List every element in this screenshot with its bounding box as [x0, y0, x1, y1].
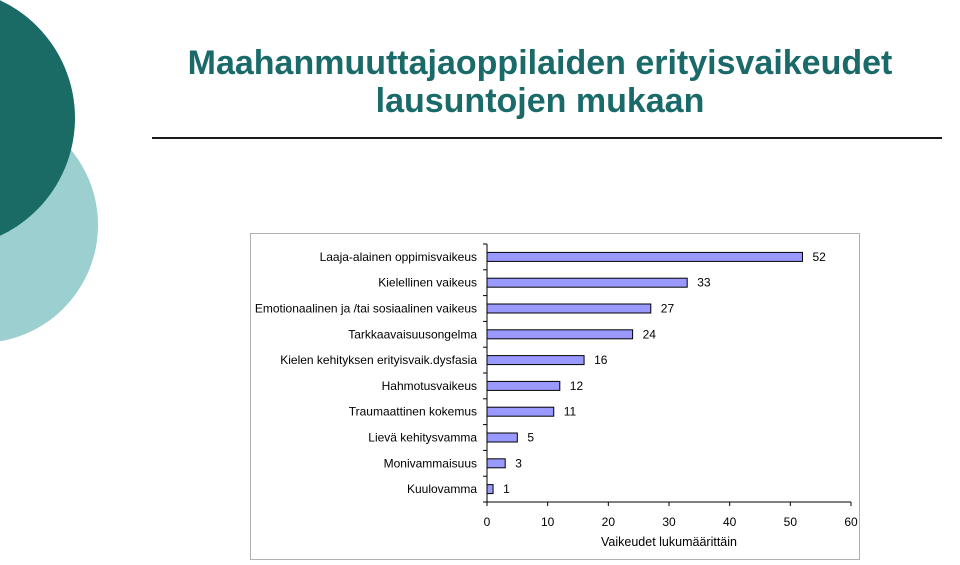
data-label: 52 [812, 250, 826, 264]
data-label: 1 [503, 482, 510, 496]
bar [486, 355, 585, 366]
title-divider [152, 137, 942, 139]
bar [486, 484, 494, 495]
data-label: 5 [527, 431, 534, 445]
data-label: 27 [661, 302, 675, 316]
x-tick-label: 0 [484, 515, 491, 529]
x-tick-label: 20 [602, 515, 616, 529]
category-label: Lievä kehitysvamma [368, 431, 477, 445]
x-tick-label: 50 [784, 515, 798, 529]
bar [486, 303, 652, 314]
category-label: Laaja-alainen oppimisvaikeus [320, 250, 477, 264]
data-label: 16 [594, 353, 608, 367]
category-label: Tarkkaavaisuusongelma [348, 327, 477, 341]
data-label: 33 [697, 276, 711, 290]
category-label: Kielellinen vaikeus [378, 276, 477, 290]
data-label: 3 [515, 456, 522, 470]
bar [486, 329, 634, 340]
decorative-circles [0, 0, 98, 342]
x-tick-label: 10 [541, 515, 555, 529]
x-tick-label: 30 [662, 515, 676, 529]
category-label: Hahmotusvaikeus [382, 379, 477, 393]
data-label: 24 [643, 327, 657, 341]
data-label: 12 [570, 379, 584, 393]
x-tick-label: 60 [844, 515, 858, 529]
x-axis-title: Vaikeudet lukumäärittäin [601, 535, 737, 549]
category-label: Kuulovamma [407, 482, 477, 496]
category-label: Monivammaisuus [384, 456, 477, 470]
chart-frame: Laaja-alainen oppimisvaikeus Kielellinen … [250, 233, 860, 560]
category-label: Kielen kehityksen erityisvaik.dysfasia [280, 353, 477, 367]
category-label: Traumaattinen kokemus [349, 405, 477, 419]
bar-chart: Laaja-alainen oppimisvaikeus Kielellinen … [255, 243, 858, 549]
bar [486, 277, 688, 288]
bar [486, 251, 803, 262]
data-labels: 52 33 27 24 16 12 11 531 [503, 250, 826, 496]
deco-dark-circle [0, 0, 75, 236]
data-label: 11 [564, 405, 577, 419]
bar [486, 432, 518, 443]
x-tick-labels: 0 10 20 30 40 50 60 [484, 515, 858, 529]
bars [486, 251, 803, 495]
category-labels: Laaja-alainen oppimisvaikeus Kielellinen … [255, 250, 477, 496]
x-tick-label: 40 [723, 515, 737, 529]
axes [483, 243, 852, 506]
bar [486, 458, 506, 469]
slide-title: Maahanmuuttajaoppilaiden erityisvaikeude… [187, 44, 893, 120]
category-label: Emotionaalinen ja /tai sosiaalinen vaike… [255, 302, 477, 316]
bar [486, 380, 561, 391]
bar [486, 406, 555, 417]
